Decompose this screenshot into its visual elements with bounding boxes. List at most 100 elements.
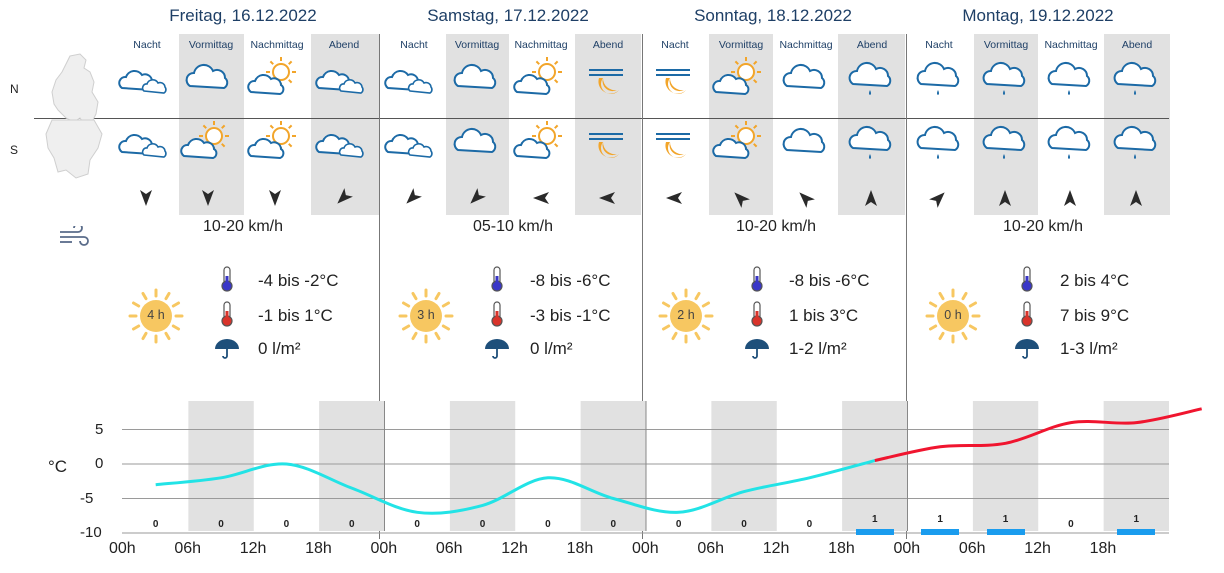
period-label: Abend (328, 39, 360, 51)
region-label-north: N (10, 82, 19, 96)
period-label: Nacht (400, 39, 428, 51)
fog-moon-icon (589, 133, 623, 158)
wind-speed: 10-20 km/h (1002, 218, 1084, 235)
x-tick-label: 06h (697, 540, 725, 557)
x-tick-label: 06h (435, 540, 463, 557)
sun-hours-icon (925, 288, 981, 344)
period-label: Vormittag (718, 39, 764, 51)
wind-direction-arrow-down-icon (269, 190, 281, 206)
thermometer-cold-icon (1020, 266, 1034, 292)
thermometer-warm-icon (220, 301, 234, 327)
cloud-icon (185, 63, 229, 90)
shade-fri-abend (311, 34, 379, 215)
fog-moon-icon (656, 69, 690, 94)
chart-shade (1103, 401, 1169, 531)
wind-direction-arrow-down-icon (202, 190, 214, 206)
wind-direction-arrow-up-icon (1130, 190, 1142, 206)
wind-direction-arrow-up-icon (1064, 190, 1076, 206)
shade-sat-abend (575, 34, 641, 215)
period-label: Nachmittag (1044, 39, 1098, 51)
x-tick-label: 06h (174, 540, 202, 557)
wind-direction-arrow-downleft-icon (406, 188, 422, 204)
y-tick-label: -5 (80, 489, 94, 507)
thermometer-cold-icon (490, 266, 504, 292)
sun-cloud-icon (180, 121, 229, 160)
wind-direction-arrow-down-icon (140, 190, 152, 206)
sun-hours: 2 h (677, 308, 695, 322)
sun-cloud-icon (513, 57, 562, 96)
umbrella-icon (744, 338, 770, 364)
cloud-rain-icon (848, 125, 892, 159)
precipitation-value: 0 (675, 519, 682, 530)
period-label: Nacht (925, 39, 953, 51)
region-divider (34, 118, 1169, 119)
precipitation-value: 0 (349, 519, 355, 530)
sun-cloud-icon (712, 57, 761, 96)
fog-moon-icon (589, 69, 623, 94)
temperature-min: -8 bis -6°C (789, 271, 870, 290)
x-tick-label: 12h (1024, 540, 1051, 557)
day-separator (379, 34, 380, 539)
cloud-icon (782, 127, 826, 154)
cloud-rain-icon (982, 125, 1026, 159)
temperature-max: 7 bis 9°C (1060, 306, 1130, 325)
cloud-rain-icon (1113, 61, 1157, 95)
y-axis-label: °C (48, 457, 68, 476)
x-tick-label: 18h (566, 540, 594, 557)
precipitation-total: 0 l/m² (258, 339, 301, 358)
period-label: Vormittag (454, 39, 500, 51)
precipitation-value: 0 (152, 519, 159, 530)
precipitation-value: 0 (741, 519, 747, 530)
fog-moon-icon (656, 133, 690, 158)
temperature-line-warm (874, 407, 1202, 463)
day-title-saturday: Samstag, 17.12.2022 (427, 6, 589, 25)
cloud-rain-icon (1047, 61, 1091, 95)
wind-direction-arrow-left-icon (533, 192, 549, 204)
day-title-sunday: Sonntag, 18.12.2022 (694, 6, 852, 25)
temperature-min: 2 bis 4°C (1060, 271, 1130, 290)
precipitation-total: 1-3 l/m² (1060, 339, 1118, 358)
cloud-icon (453, 63, 497, 90)
shade-sat-vormittag (446, 34, 509, 215)
x-tick-label: 00h (632, 540, 659, 557)
period-label: Vormittag (983, 39, 1029, 51)
y-tick-label: 5 (95, 420, 104, 438)
x-tick-label: 00h (109, 540, 136, 557)
cloud-moon-icon (315, 126, 364, 158)
sun-cloud-icon (247, 57, 296, 96)
temperature-max: 1 bis 3°C (789, 306, 859, 325)
x-tick-label: 18h (1089, 540, 1117, 557)
x-tick-label: 06h (958, 540, 986, 557)
period-label: Vormittag (188, 39, 234, 51)
x-tick-label: 18h (305, 540, 332, 557)
wind-direction-arrow-left-icon (599, 192, 615, 204)
sun-hours: 4 h (147, 308, 165, 322)
precipitation-value: 0 (545, 519, 551, 530)
x-tick-label: 00h (893, 540, 921, 557)
y-tick-label: -10 (80, 524, 102, 541)
cloud-moon-icon (118, 62, 167, 94)
cloud-rain-icon (1113, 125, 1157, 159)
chart-shade (188, 401, 254, 531)
umbrella-icon (214, 338, 240, 364)
wind-direction-arrow-up-icon (999, 190, 1011, 206)
precipitation-value: 1 (937, 514, 943, 525)
day-separator (642, 34, 643, 539)
precipitation-value: 0 (218, 519, 224, 530)
chart-shade (580, 401, 646, 531)
precipitation-value: 0 (283, 519, 290, 530)
precipitation-bar (1117, 529, 1156, 535)
sun-cloud-icon (513, 121, 562, 160)
precipitation-value: 1 (1133, 514, 1140, 525)
precipitation-total: 1-2 l/m² (789, 339, 847, 358)
sun-cloud-icon (247, 121, 296, 160)
period-label: Nacht (661, 39, 689, 51)
thermometer-warm-icon (1020, 301, 1034, 327)
x-tick-label: 12h (762, 540, 790, 557)
cloud-icon (453, 127, 497, 154)
region-label-south: S (10, 143, 19, 157)
wind-direction-arrow-left-icon (666, 192, 682, 204)
period-label: Abend (856, 39, 888, 51)
y-tick-label: 0 (95, 455, 104, 472)
x-tick-label: 00h (370, 540, 398, 557)
